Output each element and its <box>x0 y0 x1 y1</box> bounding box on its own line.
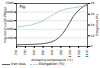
svg-text:Elongation (%): Elongation (%) <box>95 14 99 36</box>
svg-text:30: 30 <box>90 12 95 17</box>
svg-text:20: 20 <box>90 23 95 27</box>
svg-text:0: 0 <box>91 44 93 48</box>
svg-text:1000: 1000 <box>6 36 14 40</box>
svg-text:700: 700 <box>14 49 18 55</box>
svg-text:10: 10 <box>90 33 95 38</box>
svg-text:4000: 4000 <box>6 10 14 14</box>
html-text:Elongation (%): Elongation (%) <box>38 62 65 66</box>
svg-text:950: 950 <box>59 49 63 55</box>
svg-text:3000: 3000 <box>6 19 14 23</box>
svg-text:1000: 1000 <box>68 49 72 57</box>
svg-text:5000: 5000 <box>6 1 14 5</box>
svg-text:1050: 1050 <box>77 49 81 57</box>
svg-text:Fig.: Fig. <box>20 4 27 9</box>
svg-text:Annealing temperature (°C): Annealing temperature (°C) <box>31 58 73 62</box>
svg-text:900: 900 <box>50 49 54 55</box>
html-text:Iron loss: Iron loss <box>11 62 26 66</box>
svg-text:1100: 1100 <box>85 49 89 57</box>
svg-text:Iron loss P₁₀₀₀/50 (W/kg): Iron loss P₁₀₀₀/50 (W/kg) <box>3 7 7 43</box>
svg-text:40: 40 <box>91 1 95 5</box>
svg-text:800: 800 <box>32 49 36 55</box>
svg-text:750: 750 <box>23 49 27 55</box>
svg-text:2000: 2000 <box>6 27 14 31</box>
svg-text:850: 850 <box>41 49 45 55</box>
